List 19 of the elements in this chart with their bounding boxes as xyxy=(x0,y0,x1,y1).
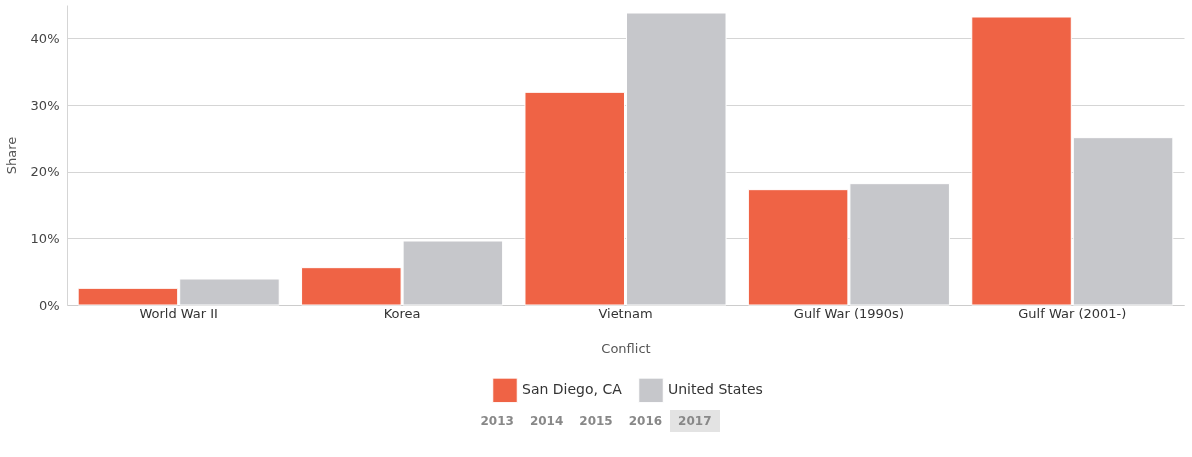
x-tick-label: Korea xyxy=(383,305,421,321)
y-tick-label: 10% xyxy=(30,230,60,246)
x-tick-label: World War II xyxy=(139,305,218,321)
x-tick-label: Gulf War (2001-) xyxy=(1018,305,1127,321)
text: 2016 xyxy=(627,413,664,430)
legend-label: San Diego, CA xyxy=(522,381,623,398)
x-tick-label: Vietnam xyxy=(598,305,653,321)
text: 2017 xyxy=(670,410,720,432)
text: 2014 xyxy=(528,413,565,430)
text: 2013 xyxy=(479,413,515,430)
text: 2015 xyxy=(578,413,614,430)
y-axis-title: Share xyxy=(3,136,19,175)
y-tick-label: 0% xyxy=(38,297,60,313)
y-tick-label: 40% xyxy=(30,30,60,46)
y-tick-label: 30% xyxy=(30,97,60,113)
x-axis-title: Conflict xyxy=(601,340,651,356)
x-tick-label: Gulf War (1990s) xyxy=(793,305,904,321)
y-tick-label: 20% xyxy=(30,164,60,180)
legend-label: United States xyxy=(668,381,763,398)
